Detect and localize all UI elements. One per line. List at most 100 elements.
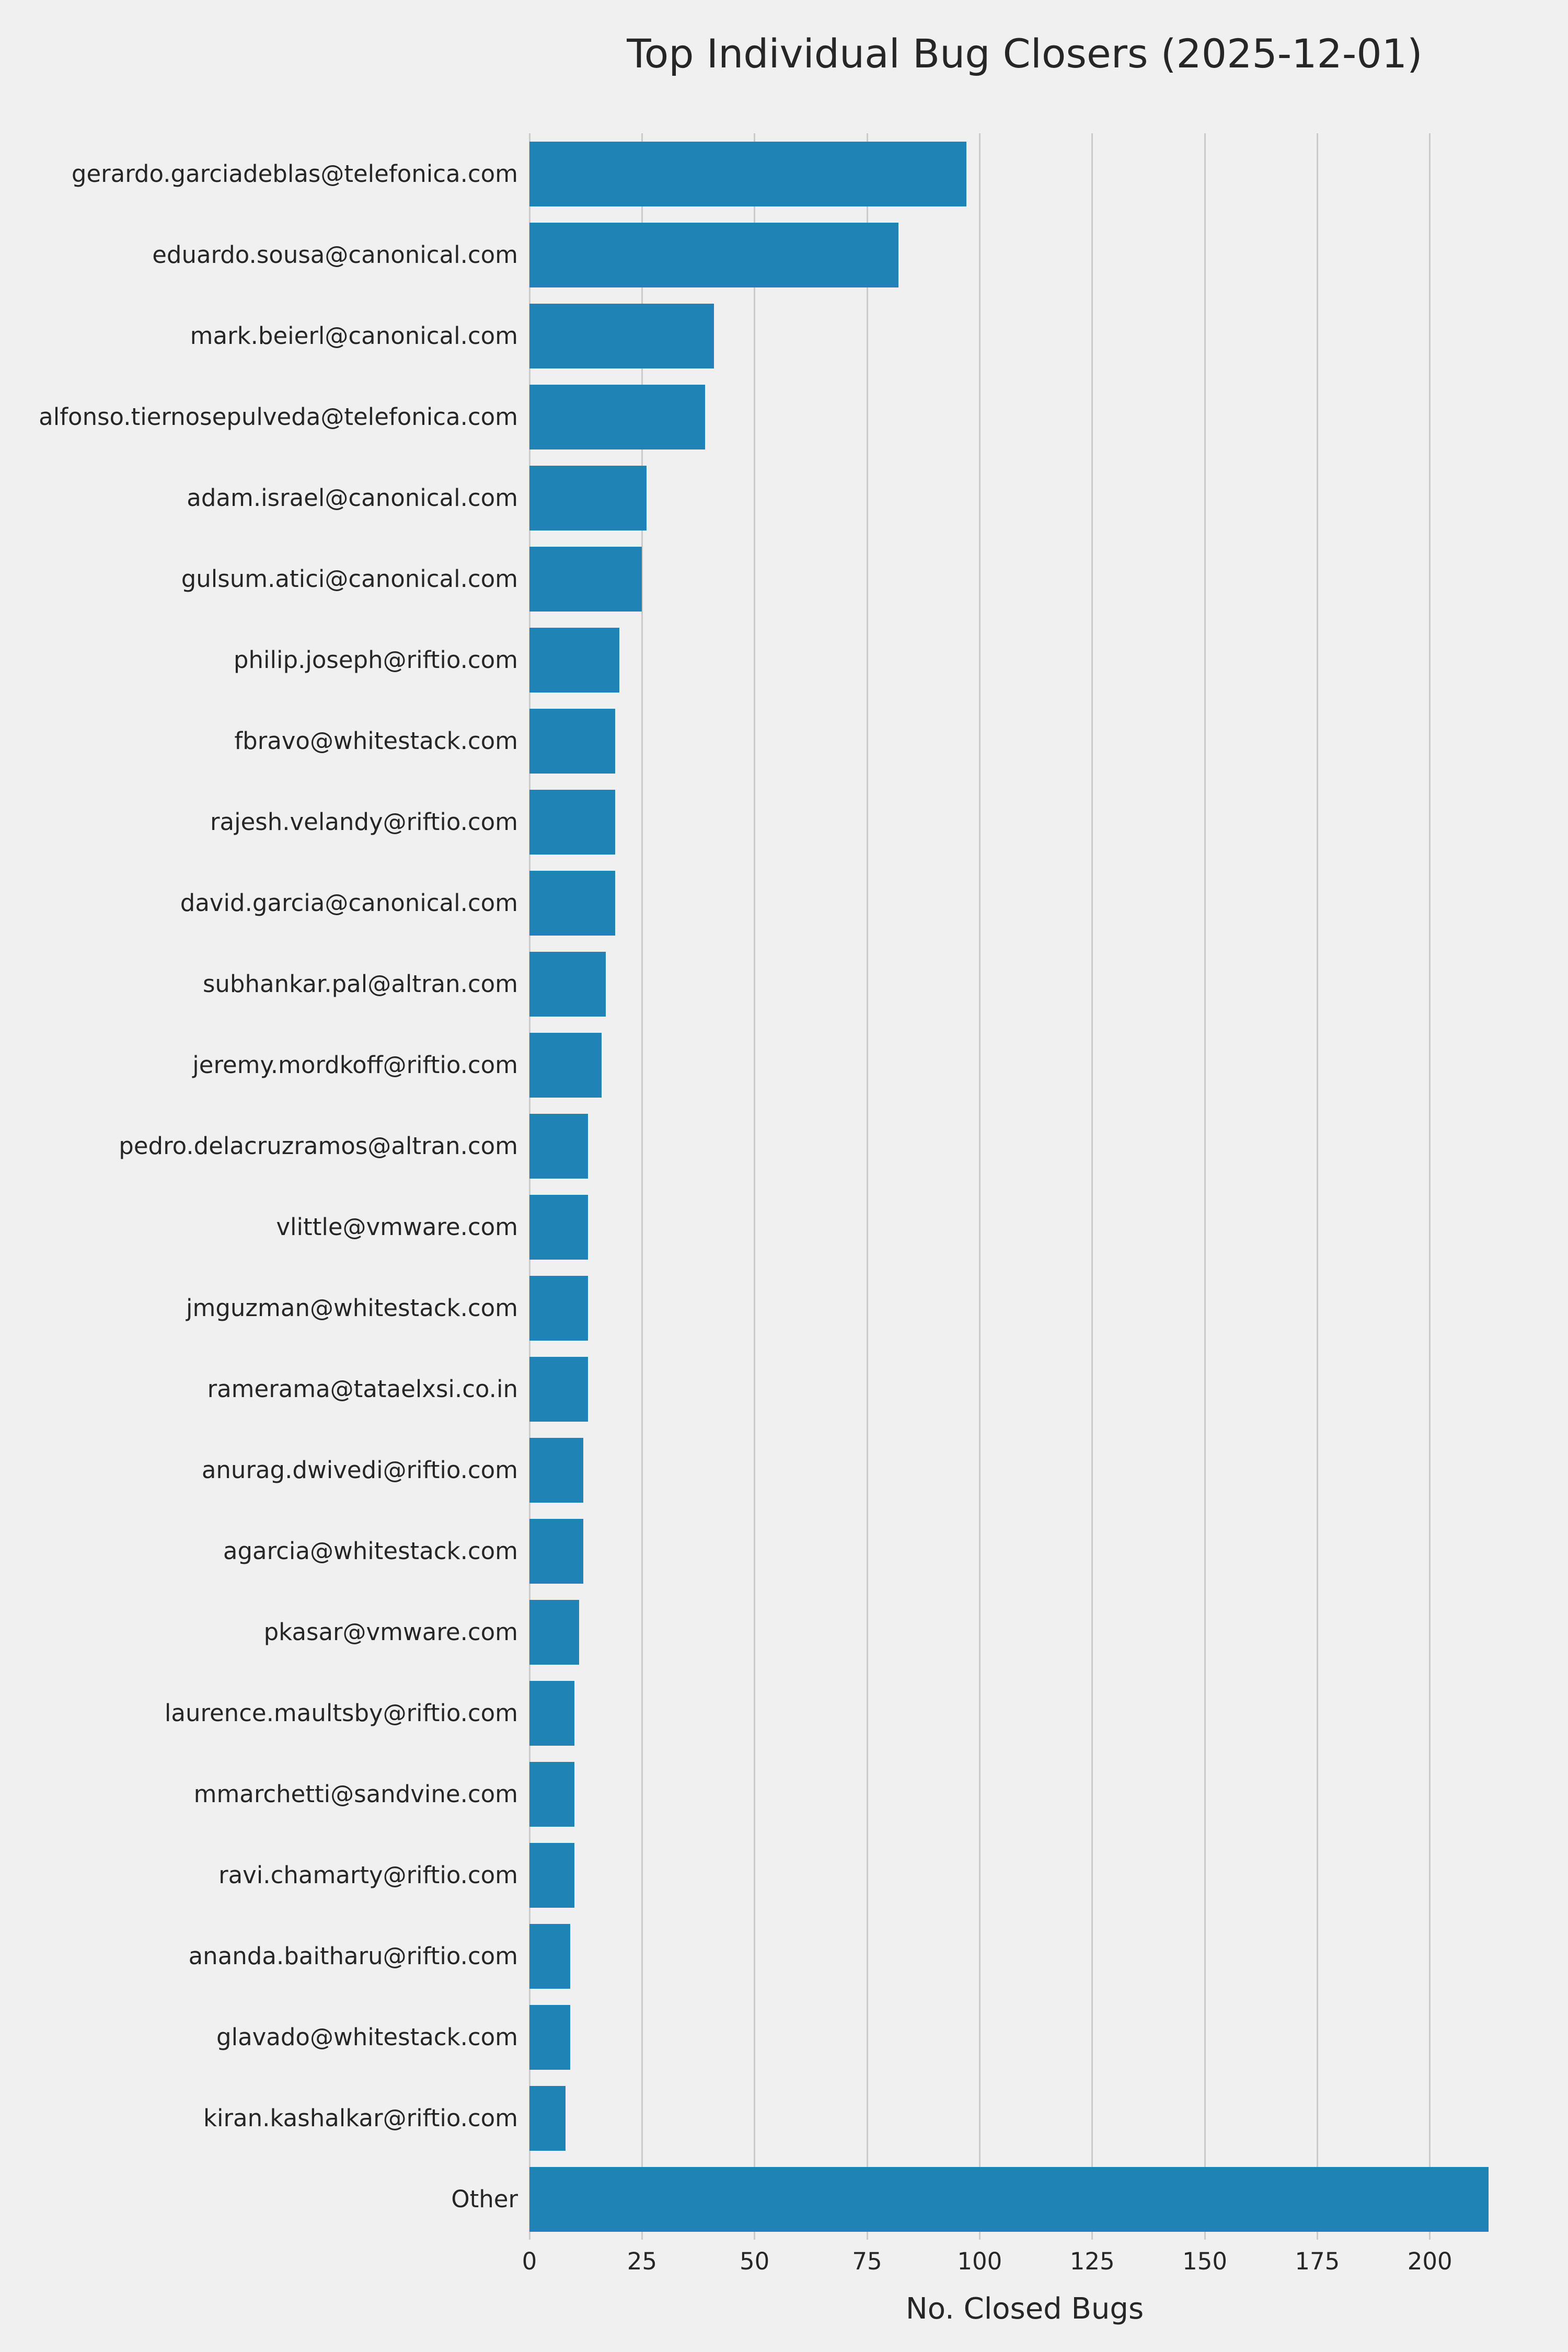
bar [529, 1599, 579, 1665]
bar-row: rajesh.velandy@riftio.com [210, 781, 1520, 862]
category-label: philip.joseph@riftio.com [233, 646, 518, 674]
bar [529, 303, 714, 368]
bar-row: agarcia@whitestack.com [223, 1511, 1520, 1592]
category-label: ravi.chamarty@riftio.com [218, 1861, 518, 1889]
x-tick-label: 200 [1407, 2247, 1452, 2275]
category-label: agarcia@whitestack.com [223, 1537, 518, 1565]
bar [529, 1761, 575, 1827]
bar-row: anurag.dwivedi@riftio.com [202, 1429, 1520, 1511]
bar-row: pedro.delacruzramos@altran.com [119, 1105, 1520, 1186]
x-tick-label: 50 [740, 2247, 770, 2275]
gridline [528, 133, 531, 2240]
bar [529, 1032, 602, 1098]
category-label: jmguzman@whitestack.com [186, 1294, 518, 1322]
bar-row: pkasar@vmware.com [264, 1592, 1520, 1673]
bar-row: laurence.maultsby@riftio.com [165, 1673, 1520, 1754]
category-label: laurence.maultsby@riftio.com [164, 1699, 518, 1727]
bar-rows: gerardo.garciadeblas@telefonica.com eduar… [39, 133, 1520, 2240]
bar-row: gerardo.garciadeblas@telefonica.com [72, 133, 1520, 214]
category-label: eduardo.sousa@canonical.com [152, 241, 518, 269]
gridline [866, 133, 868, 2240]
bar [529, 870, 615, 936]
bar-row: adam.israel@canonical.com [187, 457, 1520, 538]
category-label: ananda.baitharu@riftio.com [188, 1942, 518, 1970]
category-label: glavado@whitestack.com [216, 2023, 518, 2051]
bar [529, 141, 966, 206]
bar [529, 1113, 588, 1179]
category-label: mark.beierl@canonical.com [190, 322, 518, 350]
category-label: subhankar.pal@altran.com [202, 970, 518, 998]
x-axis-label: No. Closed Bugs [905, 2292, 1144, 2326]
bar [529, 1680, 575, 1746]
bar-row: glavado@whitestack.com [216, 1997, 1520, 2078]
category-label: jeremy.mordkoff@riftio.com [192, 1051, 518, 1079]
bar-row: jeremy.mordkoff@riftio.com [192, 1024, 1520, 1105]
category-label: mmarchetti@sandvine.com [193, 1780, 518, 1808]
category-label: kiran.kashalkar@riftio.com [203, 2104, 518, 2132]
bar [529, 546, 642, 612]
category-label: anurag.dwivedi@riftio.com [201, 1456, 518, 1484]
bar-row: philip.joseph@riftio.com [234, 619, 1520, 700]
bar [529, 2085, 566, 2151]
bar [529, 627, 620, 693]
category-label: adam.israel@canonical.com [187, 484, 518, 512]
plot-area: gerardo.garciadeblas@telefonica.com eduar… [39, 133, 1520, 2240]
bar-row: ravi.chamarty@riftio.com [218, 1835, 1520, 1916]
category-label: david.garcia@canonical.com [180, 889, 518, 917]
category-label: vlittle@vmware.com [276, 1213, 518, 1241]
gridline [1429, 133, 1431, 2240]
bar [529, 789, 615, 855]
bar [529, 1356, 588, 1422]
x-tick-label: 25 [627, 2247, 657, 2275]
bar [529, 2004, 570, 2070]
bar-row: kiran.kashalkar@riftio.com [203, 2078, 1520, 2159]
category-label: pkasar@vmware.com [263, 1618, 518, 1646]
bar-row: ananda.baitharu@riftio.com [189, 1916, 1520, 1997]
bar [529, 222, 899, 287]
x-tick-label: 175 [1295, 2247, 1340, 2275]
x-tick-label: 75 [852, 2247, 882, 2275]
bar-row: ramerama@tataelxsi.co.in [207, 1348, 1520, 1429]
gridlines [528, 133, 1520, 2240]
x-tick-label: 125 [1069, 2247, 1115, 2275]
bar [529, 384, 705, 449]
bar-row: mark.beierl@canonical.com [190, 295, 1520, 376]
category-label: alfonso.tiernosepulveda@telefonica.com [39, 403, 518, 431]
bar-row: Other [451, 2159, 1520, 2240]
bar-row: mmarchetti@sandvine.com [194, 1754, 1520, 1835]
bar-row: fbravo@whitestack.com [234, 700, 1520, 781]
bar-row: gulsum.atici@canonical.com [181, 538, 1520, 619]
bar [529, 1194, 588, 1260]
bar-row: jmguzman@whitestack.com [186, 1267, 1520, 1348]
bar [529, 708, 615, 774]
bar [529, 1275, 588, 1341]
x-axis-ticks: 0 25 50 75 100 125 150 175 200 [522, 2247, 1520, 2279]
category-label: fbravo@whitestack.com [234, 727, 518, 755]
bar-row: subhankar.pal@altran.com [203, 943, 1520, 1024]
bar [529, 465, 647, 531]
bar [529, 1923, 570, 1989]
bar-row: david.garcia@canonical.com [180, 862, 1520, 943]
category-label: gulsum.atici@canonical.com [181, 565, 518, 593]
x-tick-label: 100 [957, 2247, 1002, 2275]
bar-row: alfonso.tiernosepulveda@telefonica.com [39, 376, 1520, 457]
gridline [1316, 133, 1318, 2240]
bar [529, 1437, 584, 1503]
x-tick-label: 150 [1182, 2247, 1227, 2275]
gridline [641, 133, 643, 2240]
category-label: ramerama@tataelxsi.co.in [207, 1375, 518, 1403]
chart-title: Top Individual Bug Closers (2025-12-01) [627, 30, 1423, 77]
gridline [978, 133, 981, 2240]
bar-row: eduardo.sousa@canonical.com [152, 214, 1520, 295]
bar [529, 2166, 1489, 2232]
bar [529, 951, 606, 1017]
bar [529, 1842, 575, 1908]
x-tick-label: 0 [522, 2247, 537, 2275]
category-label: rajesh.velandy@riftio.com [210, 808, 518, 836]
gridline [754, 133, 756, 2240]
bar-row: vlittle@vmware.com [276, 1186, 1520, 1267]
category-label: Other [451, 2185, 518, 2213]
gridline [1204, 133, 1206, 2240]
gridline [1091, 133, 1093, 2240]
